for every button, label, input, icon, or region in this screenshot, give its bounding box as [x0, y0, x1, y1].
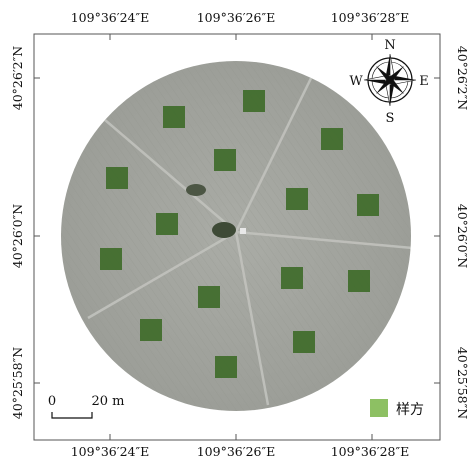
quadrat-10: [281, 267, 303, 289]
right-axis-label-2: 40°26′0″N: [455, 204, 470, 269]
quadrat-5: [106, 167, 128, 189]
scale-bar: 0 20 m: [48, 394, 125, 419]
bottom-axis-label-1: 109°36′24″E: [71, 444, 150, 459]
compass-west: W: [349, 74, 363, 89]
quadrat-11: [348, 270, 370, 292]
quadrat-15: [215, 356, 237, 378]
top-axis-label-1: 109°36′24″E: [71, 10, 150, 25]
center-marker: [240, 228, 246, 234]
quadrat-4: [214, 149, 236, 171]
left-axis-label-2: 40°26′0″N: [10, 204, 25, 269]
scale-start-label: 0: [48, 394, 56, 409]
legend-label: 样方: [396, 402, 424, 418]
quadrat-14: [293, 331, 315, 353]
right-axis-label-1: 40°26′2″N: [455, 46, 470, 111]
scale-end-label: 20 m: [91, 394, 124, 409]
bottom-axis-label-2: 109°36′26″E: [197, 444, 276, 459]
right-axis-label-3: 40°25′58″N: [455, 347, 470, 419]
quadrat-13: [140, 319, 162, 341]
compass-north: N: [384, 38, 395, 53]
compass-south: S: [386, 111, 395, 126]
field-tracks: [87, 69, 411, 406]
central-shrub: [212, 222, 236, 238]
legend: 样方: [370, 399, 424, 418]
frame-ticks: [34, 34, 440, 440]
bottom-axis-label-3: 109°36′28″E: [331, 444, 410, 459]
quadrat-7: [357, 194, 379, 216]
compass-east: E: [419, 74, 429, 89]
quadrat-3: [321, 128, 343, 150]
legend-swatch: [370, 399, 388, 417]
quadrat-6: [286, 188, 308, 210]
top-axis-label-2: 109°36′26″E: [197, 10, 276, 25]
top-axis-label-3: 109°36′28″E: [331, 10, 410, 25]
shrub: [186, 184, 206, 196]
left-axis-label-1: 40°26′2″N: [10, 46, 25, 111]
quadrat-2: [243, 90, 265, 112]
compass-rose-icon: N S E W: [349, 38, 428, 126]
quadrat-8: [156, 213, 178, 235]
quadrat-9: [100, 248, 122, 270]
quadrat-12: [198, 286, 220, 308]
circular-field: [61, 61, 411, 411]
quadrat-1: [163, 106, 185, 128]
left-axis-label-3: 40°25′58″N: [10, 347, 25, 419]
quadrat-layer: [100, 90, 379, 378]
